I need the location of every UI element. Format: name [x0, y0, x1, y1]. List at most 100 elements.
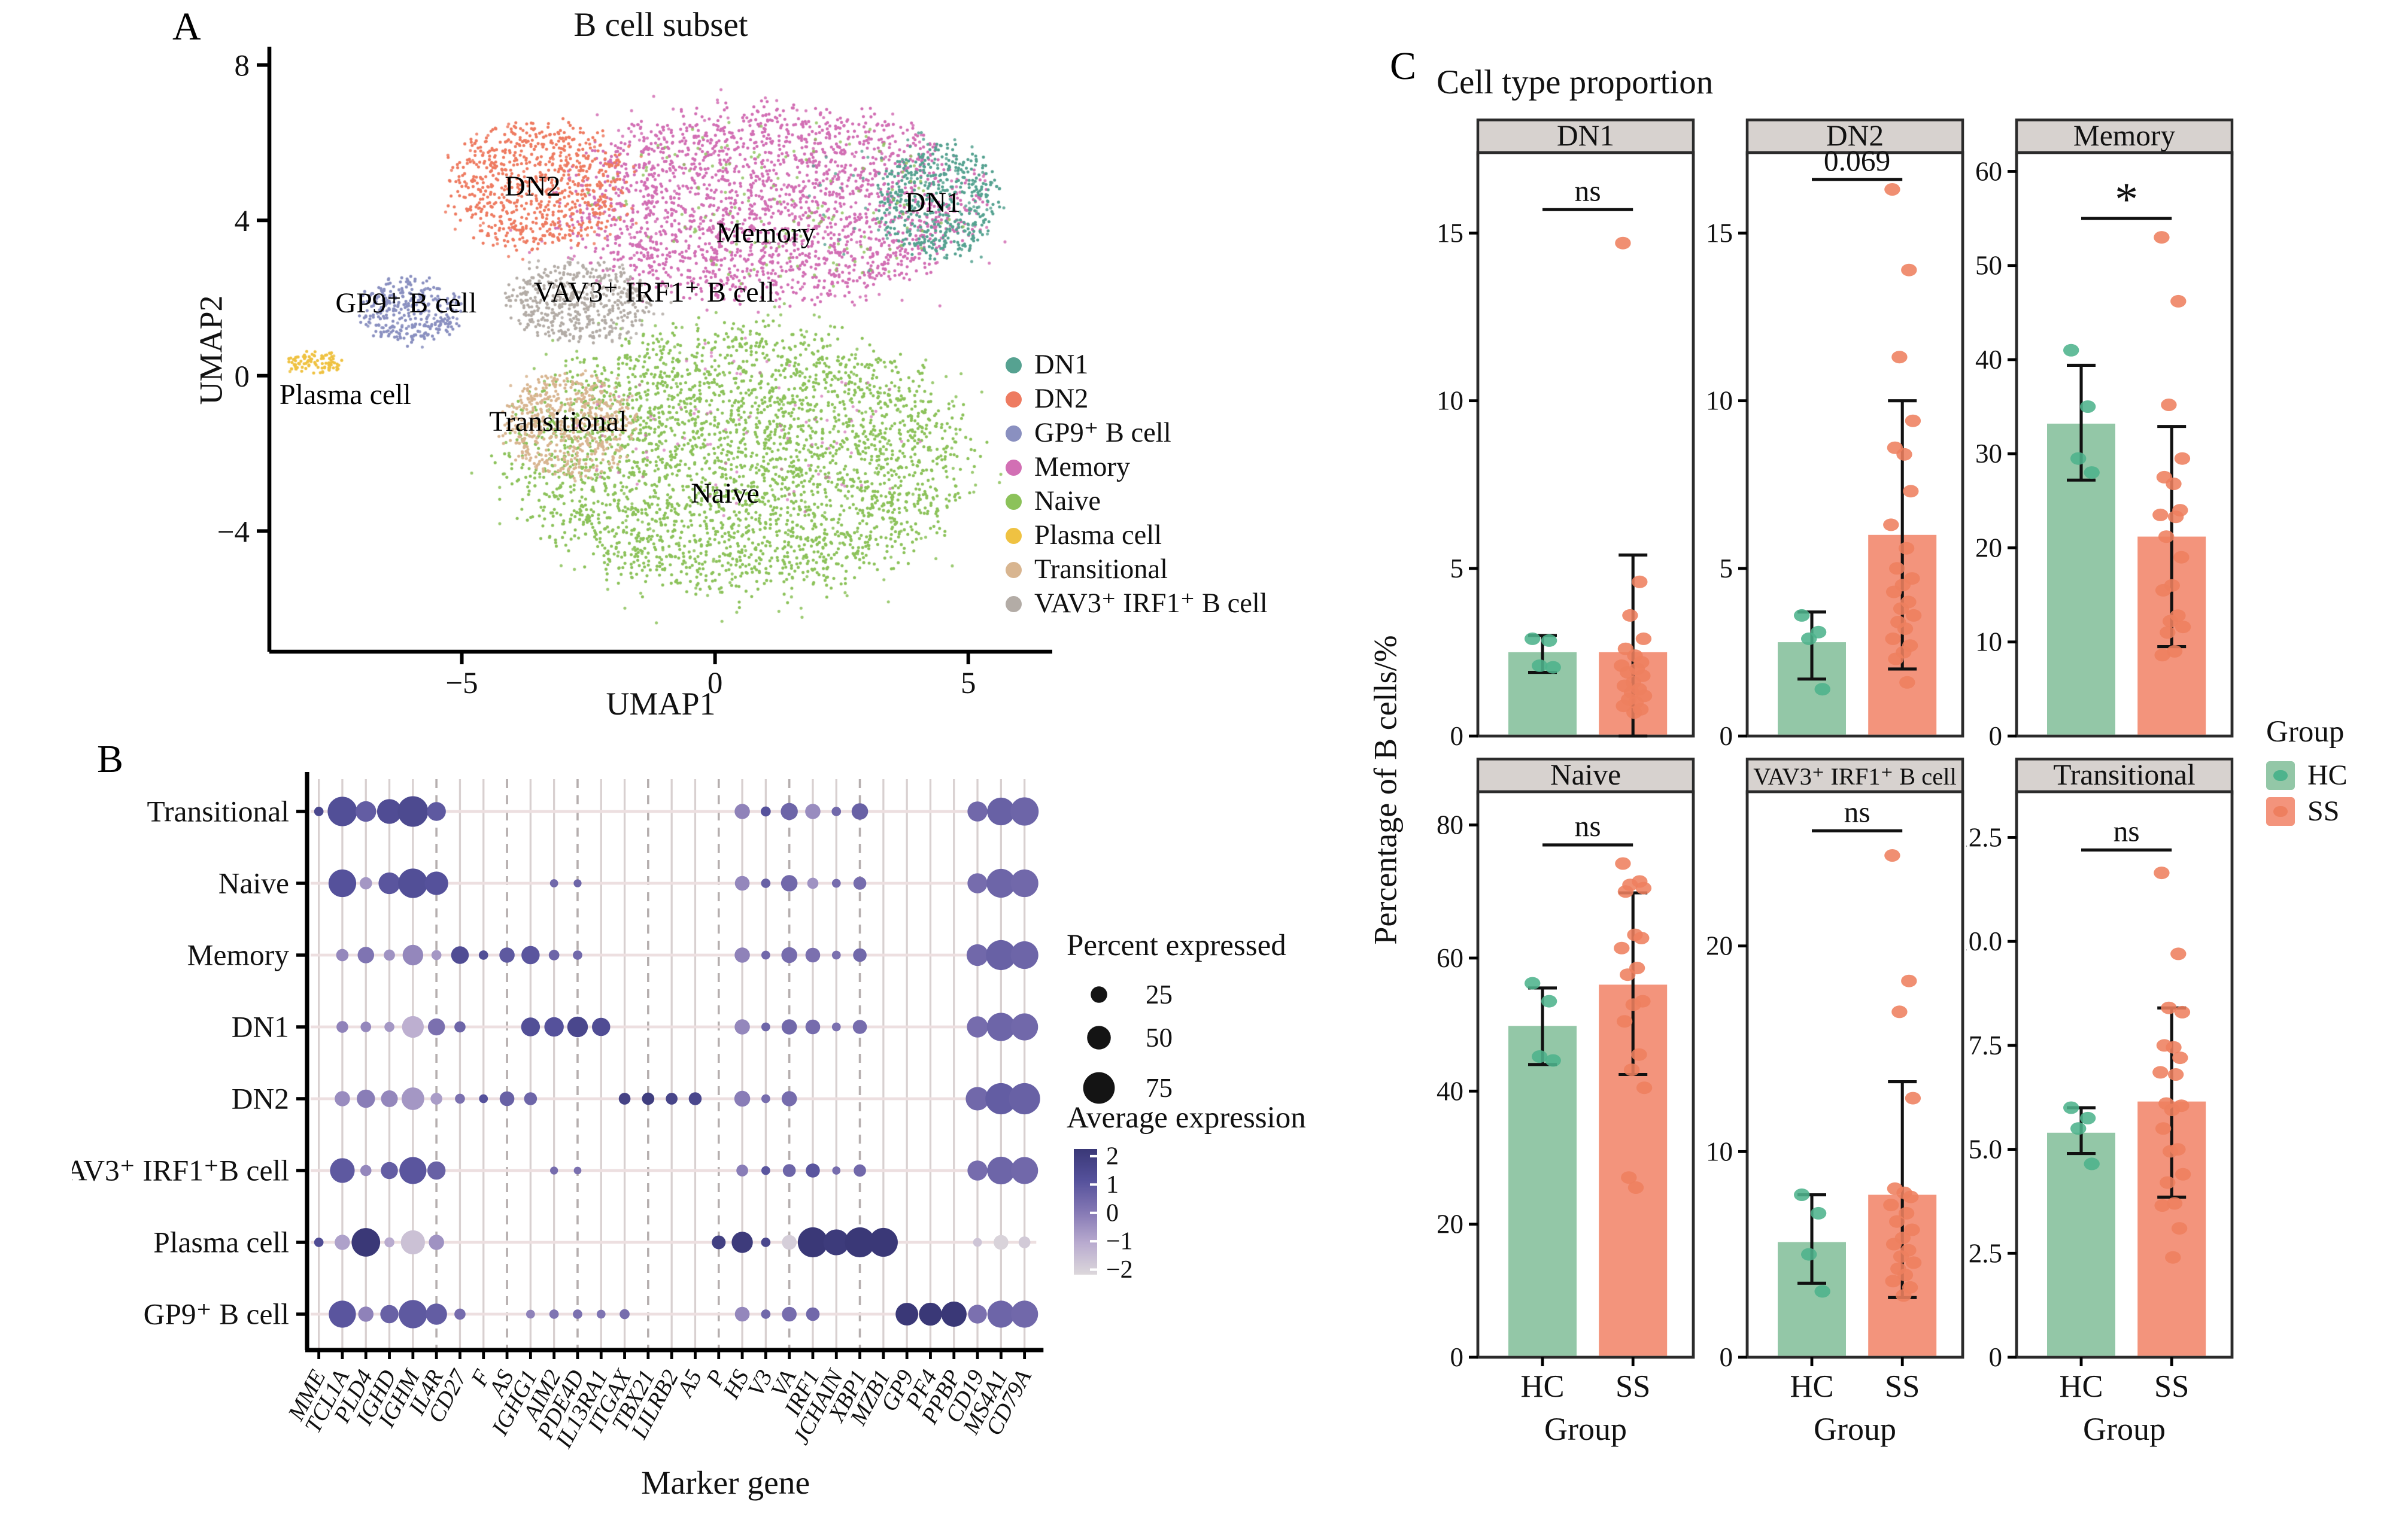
expression-dot: [430, 1093, 442, 1105]
expression-dot: [1010, 869, 1038, 898]
points-HC: [1525, 632, 1561, 674]
dotplot-axes: Transitional Naive Memory DN1 DN2 VAV3⁺ IRF1⁺…: [72, 772, 1044, 1501]
umap-cluster-label: GP9⁺ B cell: [335, 289, 477, 320]
expression-dot: [398, 868, 428, 898]
proportion-subplot-Naive: Naive 0 20 40 60 80 HC SS ns Group: [1437, 758, 1695, 1447]
data-point: [1615, 236, 1631, 250]
expression-dot: [797, 1227, 828, 1258]
expression-dot: [381, 1162, 398, 1180]
expression-dot: [806, 1163, 820, 1178]
expression-dot: [823, 1229, 849, 1256]
expression-dot: [499, 1091, 515, 1106]
data-point: [2175, 621, 2191, 634]
row-label: Plasma cell: [153, 1226, 289, 1259]
y-tick-label: 60: [1975, 156, 2002, 186]
expression-dot: [782, 1235, 797, 1250]
proportion-subplot-DN2: DN2 0 5 10 15 0.069: [1706, 118, 1964, 747]
expression-dot: [356, 801, 376, 822]
expression-dot: [427, 802, 446, 821]
expression-dot: [986, 940, 1016, 971]
y-tick-label: 8: [235, 50, 250, 83]
data-point: [1896, 1289, 1912, 1302]
row-label: Memory: [187, 939, 290, 972]
strip-header: [2015, 758, 2234, 795]
expression-dot: [781, 947, 797, 963]
expression-dot: [384, 1022, 394, 1032]
group-legend-swatch-dot: [2273, 770, 2288, 782]
data-point: [2070, 1122, 2087, 1135]
expression-dot: [854, 1164, 866, 1177]
data-point: [1905, 1256, 1922, 1269]
expression-dot: [831, 878, 841, 888]
data-point: [2170, 947, 2187, 960]
row-label: DN1: [232, 1011, 289, 1044]
data-point: [1905, 609, 1922, 622]
strip-header: [2015, 118, 2234, 156]
data-point: [1893, 602, 1909, 615]
data-point: [2166, 645, 2183, 658]
expression-dot: [967, 801, 988, 822]
umap-cluster-label: Transitional: [489, 408, 627, 439]
group-legend-swatch: [2266, 797, 2295, 826]
data-point: [2160, 1176, 2176, 1189]
umap-legend-item: Transitional: [1006, 556, 1268, 584]
expression-dot: [967, 1160, 988, 1181]
points-SS: [2152, 867, 2191, 1264]
x-tick-label-HC: HC: [2060, 1369, 2103, 1404]
expression-dot: [761, 1022, 770, 1032]
data-point: [1901, 974, 1917, 987]
data-point: [2171, 1222, 2188, 1235]
umap-legend-item: Naive: [1006, 488, 1268, 516]
expression-dot: [329, 1300, 356, 1328]
legend-swatch-dot: [1006, 528, 1022, 544]
expression-dot: [573, 1166, 582, 1175]
size-legend-dot: [1083, 1072, 1115, 1104]
expression-dot: [384, 1237, 394, 1248]
expression-dot: [431, 950, 442, 960]
data-point: [1621, 1171, 1637, 1184]
expression-dot: [427, 1161, 446, 1180]
y-tick-label: 10: [1975, 627, 2002, 657]
row-label: DN2: [232, 1083, 289, 1115]
significance-label: ns: [1575, 174, 1601, 207]
expression-dot: [666, 1093, 678, 1105]
points-SS: [1883, 849, 1922, 1302]
expression-dot: [761, 1238, 771, 1247]
expression-dot: [454, 1021, 466, 1033]
y-tick-label: 15: [1437, 218, 1463, 248]
expression-dot: [381, 1090, 398, 1108]
strip-title: Naive: [1550, 758, 1621, 791]
expression-dot: [335, 1235, 350, 1250]
expression-dot: [524, 1092, 538, 1105]
expression-dot: [734, 876, 750, 891]
expression-dot: [384, 949, 395, 961]
panel-c-title: Cell type proportion: [1437, 65, 1714, 102]
data-point: [2162, 615, 2179, 628]
expression-dot: [994, 1235, 1009, 1250]
row-label: GP9⁺ B cell: [144, 1298, 289, 1331]
data-point: [1885, 1275, 1901, 1288]
y-tick-label: 0: [235, 360, 250, 394]
data-point: [1615, 857, 1631, 870]
umap-scatter-canvas: [269, 36, 1059, 655]
group-legend-label: HC: [2307, 760, 2348, 791]
expression-dot: [357, 947, 375, 963]
y-tick-label: 10.0: [1966, 926, 2002, 956]
umap-cluster-label: Memory: [716, 220, 815, 251]
strip-header: [1745, 118, 1964, 156]
expression-dot: [1011, 1013, 1038, 1041]
points-SS: [2152, 231, 2191, 662]
data-point: [1903, 485, 1919, 498]
data-point: [2154, 649, 2170, 662]
data-point: [1885, 632, 1901, 645]
data-point: [1545, 1054, 1561, 1067]
row-label: VAV3⁺ IRF1⁺B cell: [72, 1154, 289, 1187]
y-tick-label: 0: [1989, 721, 2003, 747]
data-point: [2079, 1111, 2096, 1124]
y-tick-label: 15: [1706, 218, 1733, 248]
group-legend: Group HC SS: [2266, 715, 2348, 833]
expression-dot: [851, 803, 869, 820]
panel-a-label: A: [172, 4, 201, 48]
data-point: [1898, 542, 1915, 555]
